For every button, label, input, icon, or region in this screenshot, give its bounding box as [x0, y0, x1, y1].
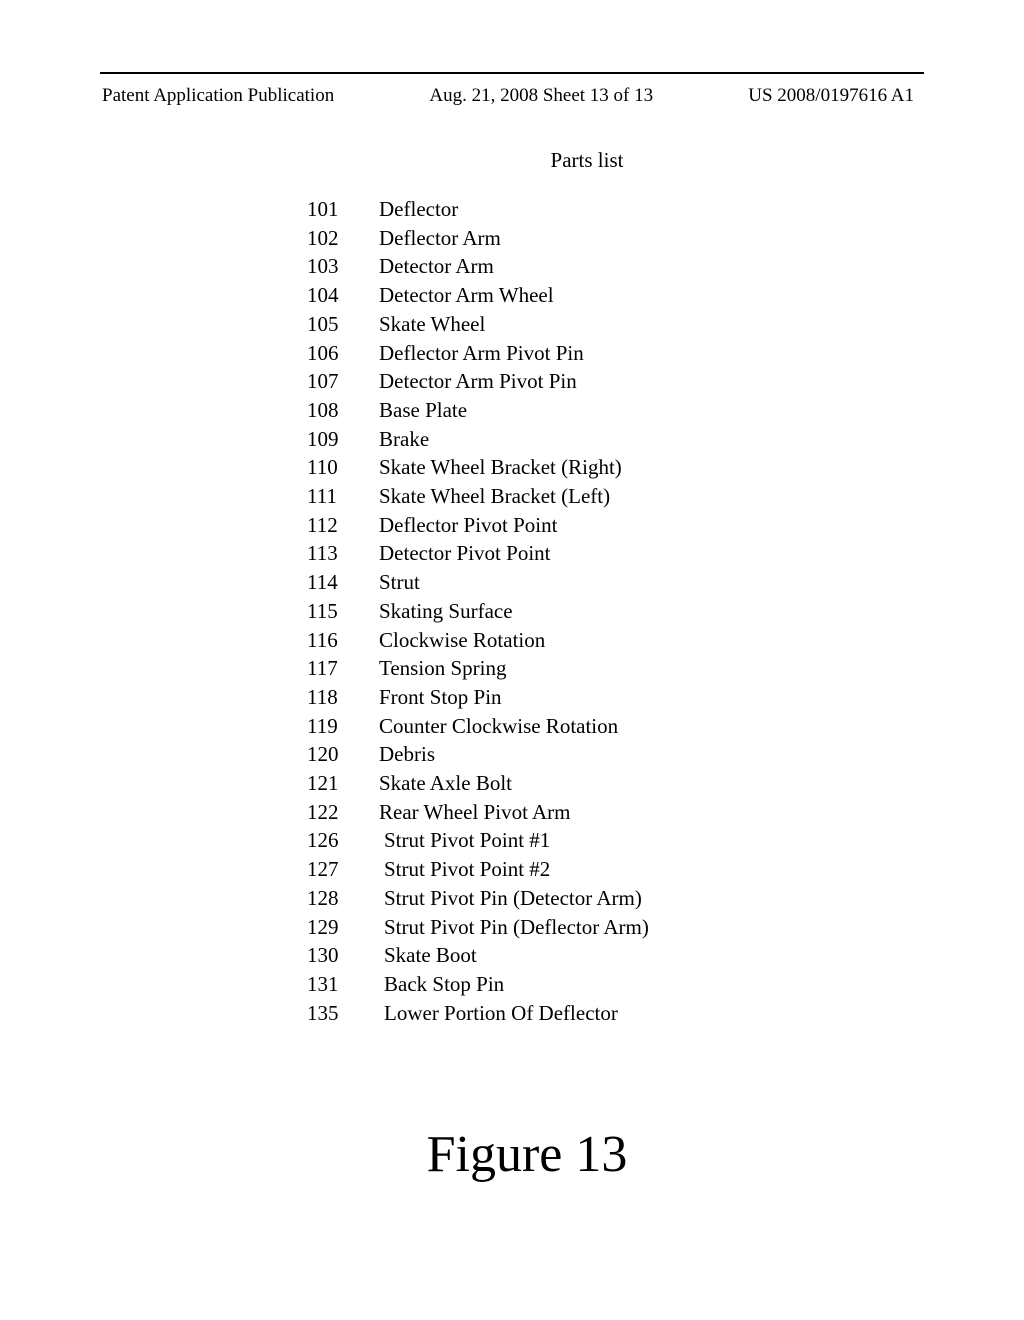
part-row: 122Rear Wheel Pivot Arm: [307, 798, 649, 827]
publication-number: US 2008/0197616 A1: [748, 85, 914, 107]
part-number: 129: [307, 913, 379, 942]
part-label: Skate Wheel Bracket (Right): [379, 453, 622, 482]
part-number: 118: [307, 683, 379, 712]
part-row: 130Skate Boot: [307, 941, 649, 970]
part-number: 105: [307, 310, 379, 339]
part-row: 109Brake: [307, 425, 649, 454]
part-number: 111: [307, 482, 379, 511]
part-label: Skating Surface: [379, 597, 513, 626]
part-label: Detector Arm Wheel: [379, 281, 554, 310]
part-label: Deflector Arm Pivot Pin: [379, 339, 584, 368]
part-number: 112: [307, 511, 379, 540]
part-number: 113: [307, 539, 379, 568]
part-row: 112Deflector Pivot Point: [307, 511, 649, 540]
part-label: Skate Axle Bolt: [379, 769, 512, 798]
part-number: 110: [307, 453, 379, 482]
part-number: 101: [307, 195, 379, 224]
parts-list: 101Deflector102Deflector Arm103Detector …: [307, 195, 649, 1027]
figure-label: Figure 13: [0, 1125, 1024, 1184]
date-sheet: Aug. 21, 2008 Sheet 13 of 13: [429, 85, 653, 107]
part-label: Lower Portion Of Deflector: [384, 999, 618, 1028]
part-label: Deflector: [379, 195, 458, 224]
part-label: Clockwise Rotation: [379, 626, 545, 655]
part-row: 119Counter Clockwise Rotation: [307, 712, 649, 741]
part-number: 122: [307, 798, 379, 827]
part-label: Strut: [379, 568, 420, 597]
part-row: 128Strut Pivot Pin (Detector Arm): [307, 884, 649, 913]
part-row: 131Back Stop Pin: [307, 970, 649, 999]
part-row: 103Detector Arm: [307, 252, 649, 281]
part-row: 116Clockwise Rotation: [307, 626, 649, 655]
part-row: 115Skating Surface: [307, 597, 649, 626]
part-row: 129Strut Pivot Pin (Deflector Arm): [307, 913, 649, 942]
part-row: 127Strut Pivot Point #2: [307, 855, 649, 884]
part-number: 107: [307, 367, 379, 396]
part-row: 110Skate Wheel Bracket (Right): [307, 453, 649, 482]
part-label: Brake: [379, 425, 429, 454]
part-label: Rear Wheel Pivot Arm: [379, 798, 571, 827]
part-label: Strut Pivot Point #2: [384, 855, 550, 884]
part-label: Strut Pivot Pin (Detector Arm): [384, 884, 642, 913]
part-row: 101Deflector: [307, 195, 649, 224]
part-row: 102Deflector Arm: [307, 224, 649, 253]
part-label: Strut Pivot Pin (Deflector Arm): [384, 913, 649, 942]
part-number: 116: [307, 626, 379, 655]
part-label: Skate Wheel: [379, 310, 485, 339]
part-row: 135Lower Portion Of Deflector: [307, 999, 649, 1028]
part-number: 109: [307, 425, 379, 454]
part-row: 118Front Stop Pin: [307, 683, 649, 712]
page-title: Parts list: [0, 148, 1024, 173]
part-label: Detector Arm Pivot Pin: [379, 367, 577, 396]
part-number: 117: [307, 654, 379, 683]
part-number: 115: [307, 597, 379, 626]
part-number: 127: [307, 855, 379, 884]
part-row: 114Strut: [307, 568, 649, 597]
part-label: Skate Boot: [384, 941, 477, 970]
part-label: Counter Clockwise Rotation: [379, 712, 618, 741]
part-label: Detector Arm: [379, 252, 494, 281]
part-label: Debris: [379, 740, 435, 769]
part-row: 126Strut Pivot Point #1: [307, 826, 649, 855]
part-row: 106Deflector Arm Pivot Pin: [307, 339, 649, 368]
part-number: 131: [307, 970, 379, 999]
part-row: 108Base Plate: [307, 396, 649, 425]
part-label: Tension Spring: [379, 654, 506, 683]
publication-type: Patent Application Publication: [102, 85, 334, 107]
part-label: Front Stop Pin: [379, 683, 502, 712]
part-row: 105Skate Wheel: [307, 310, 649, 339]
part-number: 108: [307, 396, 379, 425]
part-label: Deflector Arm: [379, 224, 501, 253]
part-row: 107Detector Arm Pivot Pin: [307, 367, 649, 396]
part-row: 117Tension Spring: [307, 654, 649, 683]
part-number: 119: [307, 712, 379, 741]
part-label: Base Plate: [379, 396, 467, 425]
page-header: Patent Application Publication Aug. 21, …: [0, 85, 1024, 107]
part-number: 103: [307, 252, 379, 281]
part-label: Strut Pivot Point #1: [384, 826, 550, 855]
part-row: 120Debris: [307, 740, 649, 769]
part-number: 130: [307, 941, 379, 970]
part-row: 121Skate Axle Bolt: [307, 769, 649, 798]
part-row: 113Detector Pivot Point: [307, 539, 649, 568]
part-number: 121: [307, 769, 379, 798]
part-label: Deflector Pivot Point: [379, 511, 557, 540]
part-number: 128: [307, 884, 379, 913]
part-label: Back Stop Pin: [384, 970, 504, 999]
part-row: 111Skate Wheel Bracket (Left): [307, 482, 649, 511]
part-number: 102: [307, 224, 379, 253]
part-number: 120: [307, 740, 379, 769]
part-number: 114: [307, 568, 379, 597]
part-number: 106: [307, 339, 379, 368]
part-number: 104: [307, 281, 379, 310]
part-number: 126: [307, 826, 379, 855]
header-divider: [100, 72, 924, 74]
part-row: 104Detector Arm Wheel: [307, 281, 649, 310]
part-number: 135: [307, 999, 379, 1028]
part-label: Detector Pivot Point: [379, 539, 551, 568]
part-label: Skate Wheel Bracket (Left): [379, 482, 610, 511]
